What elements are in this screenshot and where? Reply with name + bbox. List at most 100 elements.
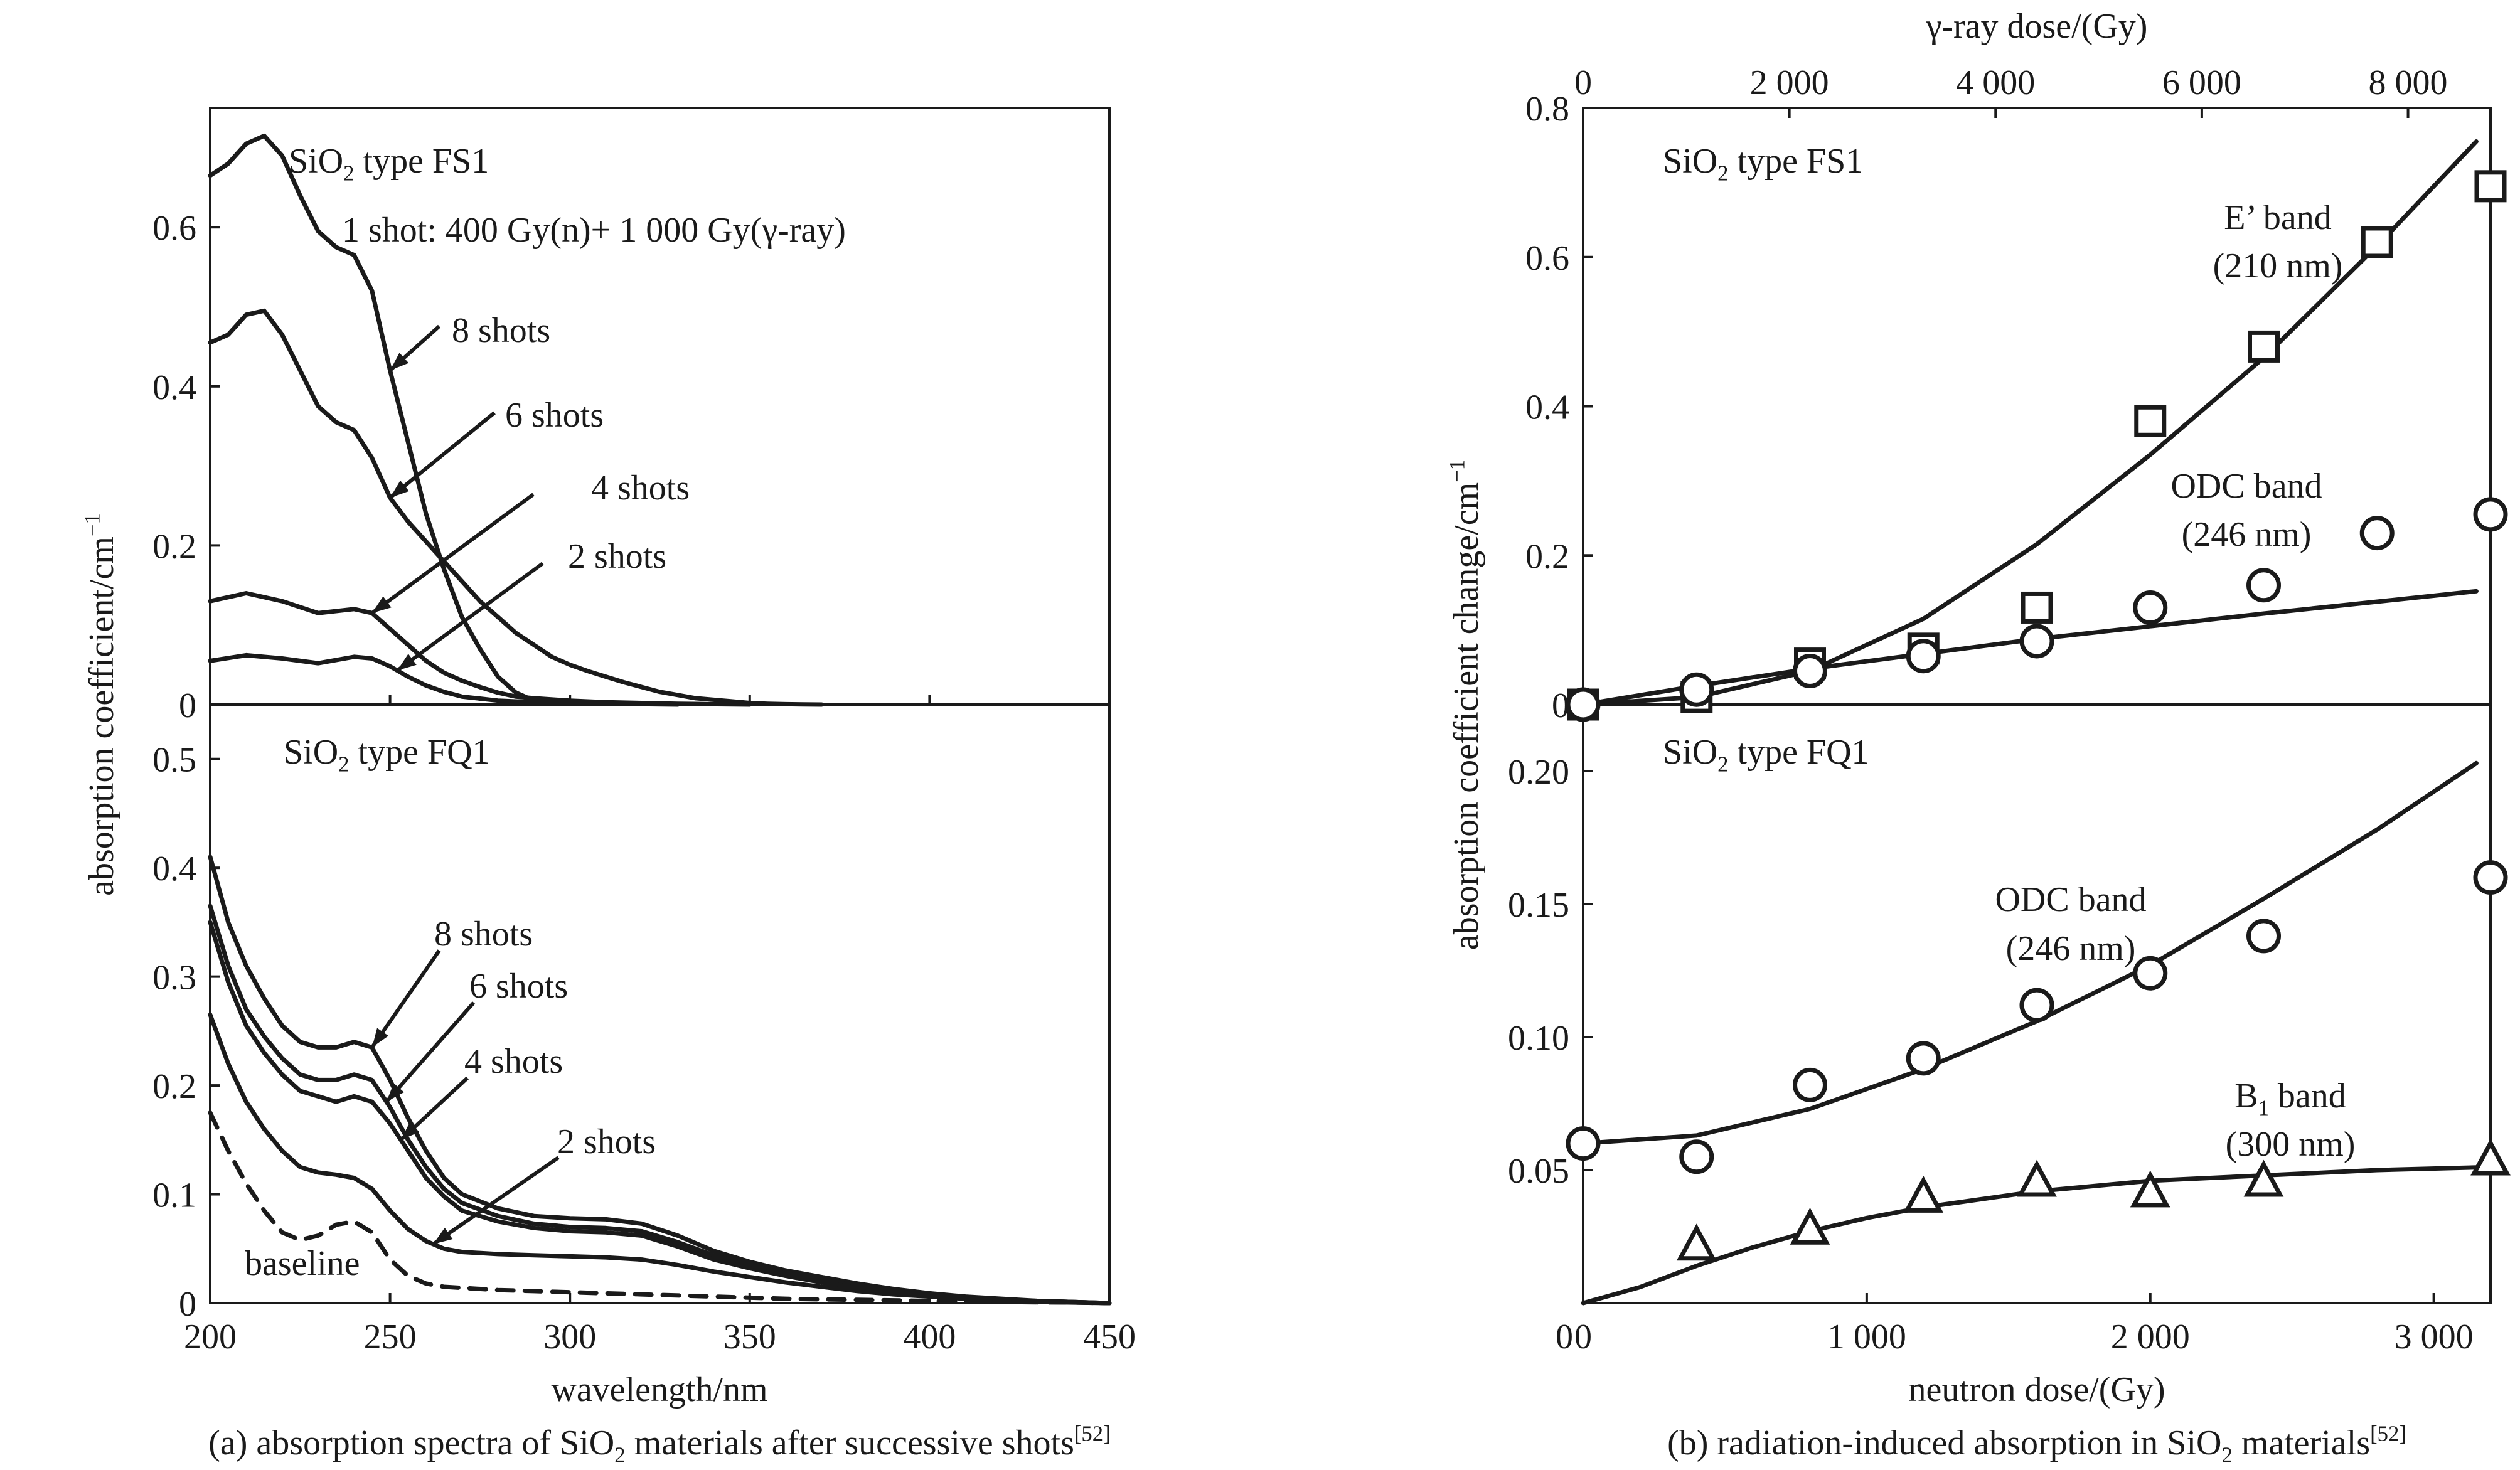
subplot-label: SiO2 type FQ1 <box>1663 733 1869 776</box>
series-label: E’ band <box>2224 198 2332 237</box>
triangle-marker <box>2243 1159 2284 1197</box>
annotation-arrow-line <box>385 1001 476 1104</box>
y-tick-label: 0.4 <box>152 368 196 407</box>
series-line-baseline <box>208 1110 1112 1306</box>
text-run: band <box>2269 1077 2346 1116</box>
x-tick-label: 300 <box>543 1318 596 1356</box>
text-run: SiO <box>1663 733 1717 772</box>
y-tick-label: 0.1 <box>152 1176 196 1215</box>
circle-marker <box>1793 1067 1827 1102</box>
annotation-arrow-head <box>433 1227 453 1244</box>
annotation-arrow-head <box>390 353 409 371</box>
subplot-label: SiO2 type FS1 <box>289 142 489 185</box>
text-run: (a) absorption spectra of SiO <box>208 1424 614 1462</box>
square-marker <box>2248 330 2280 363</box>
circle-marker <box>2473 497 2508 532</box>
circle-marker <box>1906 639 1941 674</box>
subscript: 2 <box>343 161 354 185</box>
text-run: materials <box>2233 1424 2370 1462</box>
annotation-arrow-head <box>390 480 409 498</box>
text-run: materials after successive shots <box>626 1424 1074 1462</box>
square-marker <box>2134 405 2167 437</box>
superscript: [52] <box>1074 1422 1111 1446</box>
x-tick-label: 400 <box>903 1318 956 1356</box>
x2-tick-label: 0 <box>1574 63 1592 102</box>
circle-marker <box>2133 590 2168 625</box>
y-axis-label: absorption coefficient change/cm−1 <box>1445 459 1486 950</box>
series-label: B1 band <box>2234 1077 2346 1120</box>
y-tick-label: 0.4 <box>152 850 196 888</box>
circle-marker <box>2246 919 2281 954</box>
series-label: ODC band <box>1995 880 2146 919</box>
annotation-arrow-line <box>432 1156 560 1246</box>
y-tick-label: 0.4 <box>1525 388 1569 427</box>
series-line-6-shots <box>208 308 824 707</box>
annotation-arrow-head <box>371 1028 389 1048</box>
triangle-marker <box>2470 1138 2511 1176</box>
y-tick-label: 0 <box>179 686 196 725</box>
annotation-arrow-line <box>396 562 544 673</box>
y-tick-label: 0.05 <box>1508 1152 1569 1191</box>
x2-tick-label: 4 000 <box>1956 63 2035 102</box>
y-tick-label: 0.8 <box>1525 90 1569 129</box>
y-tick-label: 0.2 <box>152 527 196 566</box>
x-tick-label: 0 <box>1574 1318 1592 1356</box>
annotation-label: 8 shots <box>452 311 550 350</box>
superscript: −1 <box>1445 459 1470 482</box>
y-tick-label: 0.2 <box>1525 537 1569 576</box>
triangle-marker <box>1903 1176 1944 1213</box>
subplot-label: SiO2 type FS1 <box>1663 142 1863 185</box>
x-tick-label: 200 <box>184 1318 237 1356</box>
subscript: 2 <box>2221 1442 2232 1467</box>
x2-tick-label: 2 000 <box>1750 63 1829 102</box>
y-tick-label: 0.2 <box>152 1067 196 1106</box>
circle-marker <box>2019 624 2054 659</box>
y-tick-label: 0.6 <box>152 209 196 248</box>
text-run: B <box>2234 1077 2258 1116</box>
square-marker <box>2474 170 2507 203</box>
square-marker <box>2361 226 2393 258</box>
y-tick-label: 0 <box>179 1285 196 1324</box>
superscript: −1 <box>80 513 105 536</box>
circle-marker <box>1906 1041 1941 1076</box>
shot-note: 1 shot: 400 Gy(n)+ 1 000 Gy(γ-ray) <box>342 211 846 250</box>
x-tick-label: 350 <box>723 1318 776 1356</box>
triangle-marker <box>2130 1170 2170 1208</box>
circle-marker <box>2246 568 2281 603</box>
triangle-marker <box>2017 1159 2057 1197</box>
text-run: absorption coefficient change/cm <box>1447 482 1486 950</box>
square-marker <box>2021 591 2053 624</box>
text-run: SiO <box>289 142 343 181</box>
y-tick-label: 0.15 <box>1508 886 1569 925</box>
y-tick-label: 0.3 <box>152 959 196 998</box>
annotation-arrow-head <box>371 596 392 614</box>
circle-marker <box>1566 687 1601 722</box>
text-run: type FQ1 <box>350 733 490 772</box>
subscript: 2 <box>338 752 349 776</box>
text-run: absorption coefficient/cm <box>82 536 121 896</box>
circle-marker <box>2473 860 2508 895</box>
circle-marker <box>1793 654 1827 689</box>
x-tick-label: 450 <box>1083 1318 1136 1356</box>
fit-line-square <box>1581 139 2479 707</box>
y-axis-label: absorption coefficient/cm−1 <box>80 513 121 896</box>
annotation-label: baseline <box>245 1244 360 1283</box>
series-line-2-shots <box>208 1012 1112 1306</box>
annotation-arrow-head <box>386 1083 404 1102</box>
origin-label: 0 <box>1556 1318 1573 1356</box>
annotation-label: 2 shots <box>568 537 666 576</box>
text-run: SiO <box>284 733 338 772</box>
circle-marker <box>1566 1126 1601 1161</box>
circle-marker <box>1679 1139 1714 1174</box>
annotation-label: 6 shots <box>469 967 568 1006</box>
text-run: type FS1 <box>1729 142 1864 181</box>
series-line-2-shots <box>208 652 680 707</box>
x-axis-label: neutron dose/(Gy) <box>1908 1370 2165 1409</box>
subscript: 2 <box>1717 752 1728 776</box>
x-tick-label: 2 000 <box>2111 1318 2190 1356</box>
annotation-label: 2 shots <box>557 1122 656 1161</box>
circle-marker <box>1679 672 1714 707</box>
y-tick-label: 0.6 <box>1525 239 1569 278</box>
x2-axis-label: γ-ray dose/(Gy) <box>1926 7 2148 46</box>
annotation-label: 6 shots <box>505 396 604 435</box>
